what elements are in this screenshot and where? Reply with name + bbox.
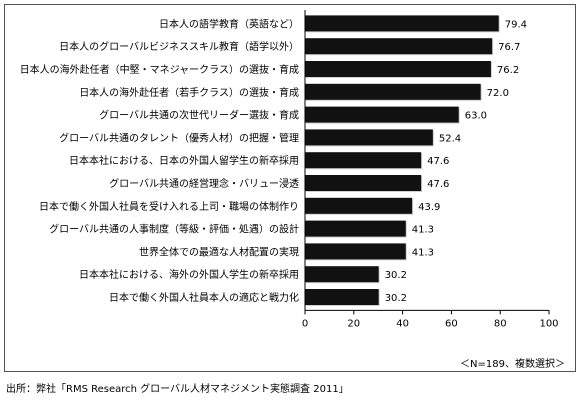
bar (305, 197, 413, 214)
category-label: グローバル共通の人事制度（等級・評価・処遇）の設計 (49, 223, 299, 236)
bar (305, 106, 459, 123)
chart-frame: 日本人の語学教育（英語など） 79.4 日本人のグローバルビジネススキル教育（語学以… (4, 4, 576, 372)
x-tick-label: 40 (396, 318, 409, 329)
category-label: 日本人の海外赴任者（若手クラス）の選抜・育成 (79, 86, 299, 99)
bar (305, 175, 422, 191)
data-label: 30.2 (385, 270, 407, 281)
category-label: 日本で働く外国人社員本人の適応と戦力化 (109, 291, 299, 304)
data-label: 47.6 (427, 156, 449, 167)
data-label: 30.2 (385, 293, 407, 304)
category-label: 日本人のグローバルビジネススキル教育（語学以外） (59, 40, 299, 53)
category-label: 日本人の語学教育（英語など） (159, 17, 299, 30)
data-label: 63.0 (465, 111, 487, 122)
category-label: グローバル共通の経営理念・バリュー浸透 (109, 177, 299, 190)
bar (305, 266, 379, 283)
bar (305, 15, 499, 32)
bar (305, 61, 491, 77)
category-label: 日本人の海外赴任者（中堅・マネジャークラス）の選抜・育成 (20, 63, 299, 76)
category-label: 世界全体での最適な人材配置の実現 (139, 245, 299, 258)
category-label: グローバル共通のタレント（優秀人材）の把握・管理 (59, 131, 299, 144)
category-label: 日本本社における、日本の外国人留学生の新卒採用 (69, 154, 299, 167)
x-tick-label: 80 (494, 318, 507, 329)
data-label: 47.6 (427, 179, 449, 190)
category-label: 日本で働く外国人社員を受け入れる上司・職場の体制作り (39, 200, 299, 213)
data-label: 41.3 (412, 247, 434, 258)
data-label: 43.9 (418, 202, 440, 213)
x-tick-label: 60 (445, 318, 458, 329)
data-label: 76.2 (497, 65, 519, 76)
category-label: グローバル共通の次世代リーダー選抜・育成 (99, 109, 299, 122)
data-label: 79.4 (505, 19, 527, 30)
data-label: 52.4 (439, 133, 461, 144)
bar (305, 83, 481, 100)
x-tick-label: 20 (347, 318, 360, 329)
bar-chart: 日本人の語学教育（英語など） 79.4 日本人のグローバルビジネススキル教育（語学以… (20, 10, 559, 329)
bars-layer: 日本人の語学教育（英語など） 79.4 日本人のグローバルビジネススキル教育（語学以… (20, 15, 527, 306)
source-caption: 出所：弊社「RMS Research グローバル人材マネジメント実態調査 201… (6, 384, 349, 395)
bar (305, 129, 433, 146)
bar (305, 243, 406, 260)
bar (305, 152, 422, 169)
data-label: 72.0 (487, 88, 509, 99)
x-tick-label: 0 (302, 318, 308, 329)
category-label: 日本本社における、海外の外国人学生の新卒採用 (79, 268, 299, 281)
x-axis: 0 20 40 60 80 100 (302, 10, 559, 329)
x-tick-label: 100 (539, 318, 558, 329)
bar (305, 38, 493, 55)
data-label: 41.3 (412, 225, 434, 236)
bar (305, 289, 379, 305)
bar (305, 220, 406, 237)
data-label: 76.7 (498, 42, 520, 53)
sample-note: ＜N=189、複数選択＞ (460, 359, 565, 370)
